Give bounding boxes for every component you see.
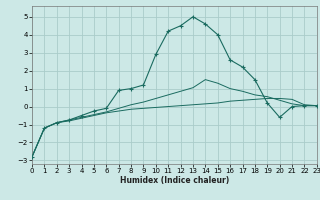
X-axis label: Humidex (Indice chaleur): Humidex (Indice chaleur) [120,176,229,185]
